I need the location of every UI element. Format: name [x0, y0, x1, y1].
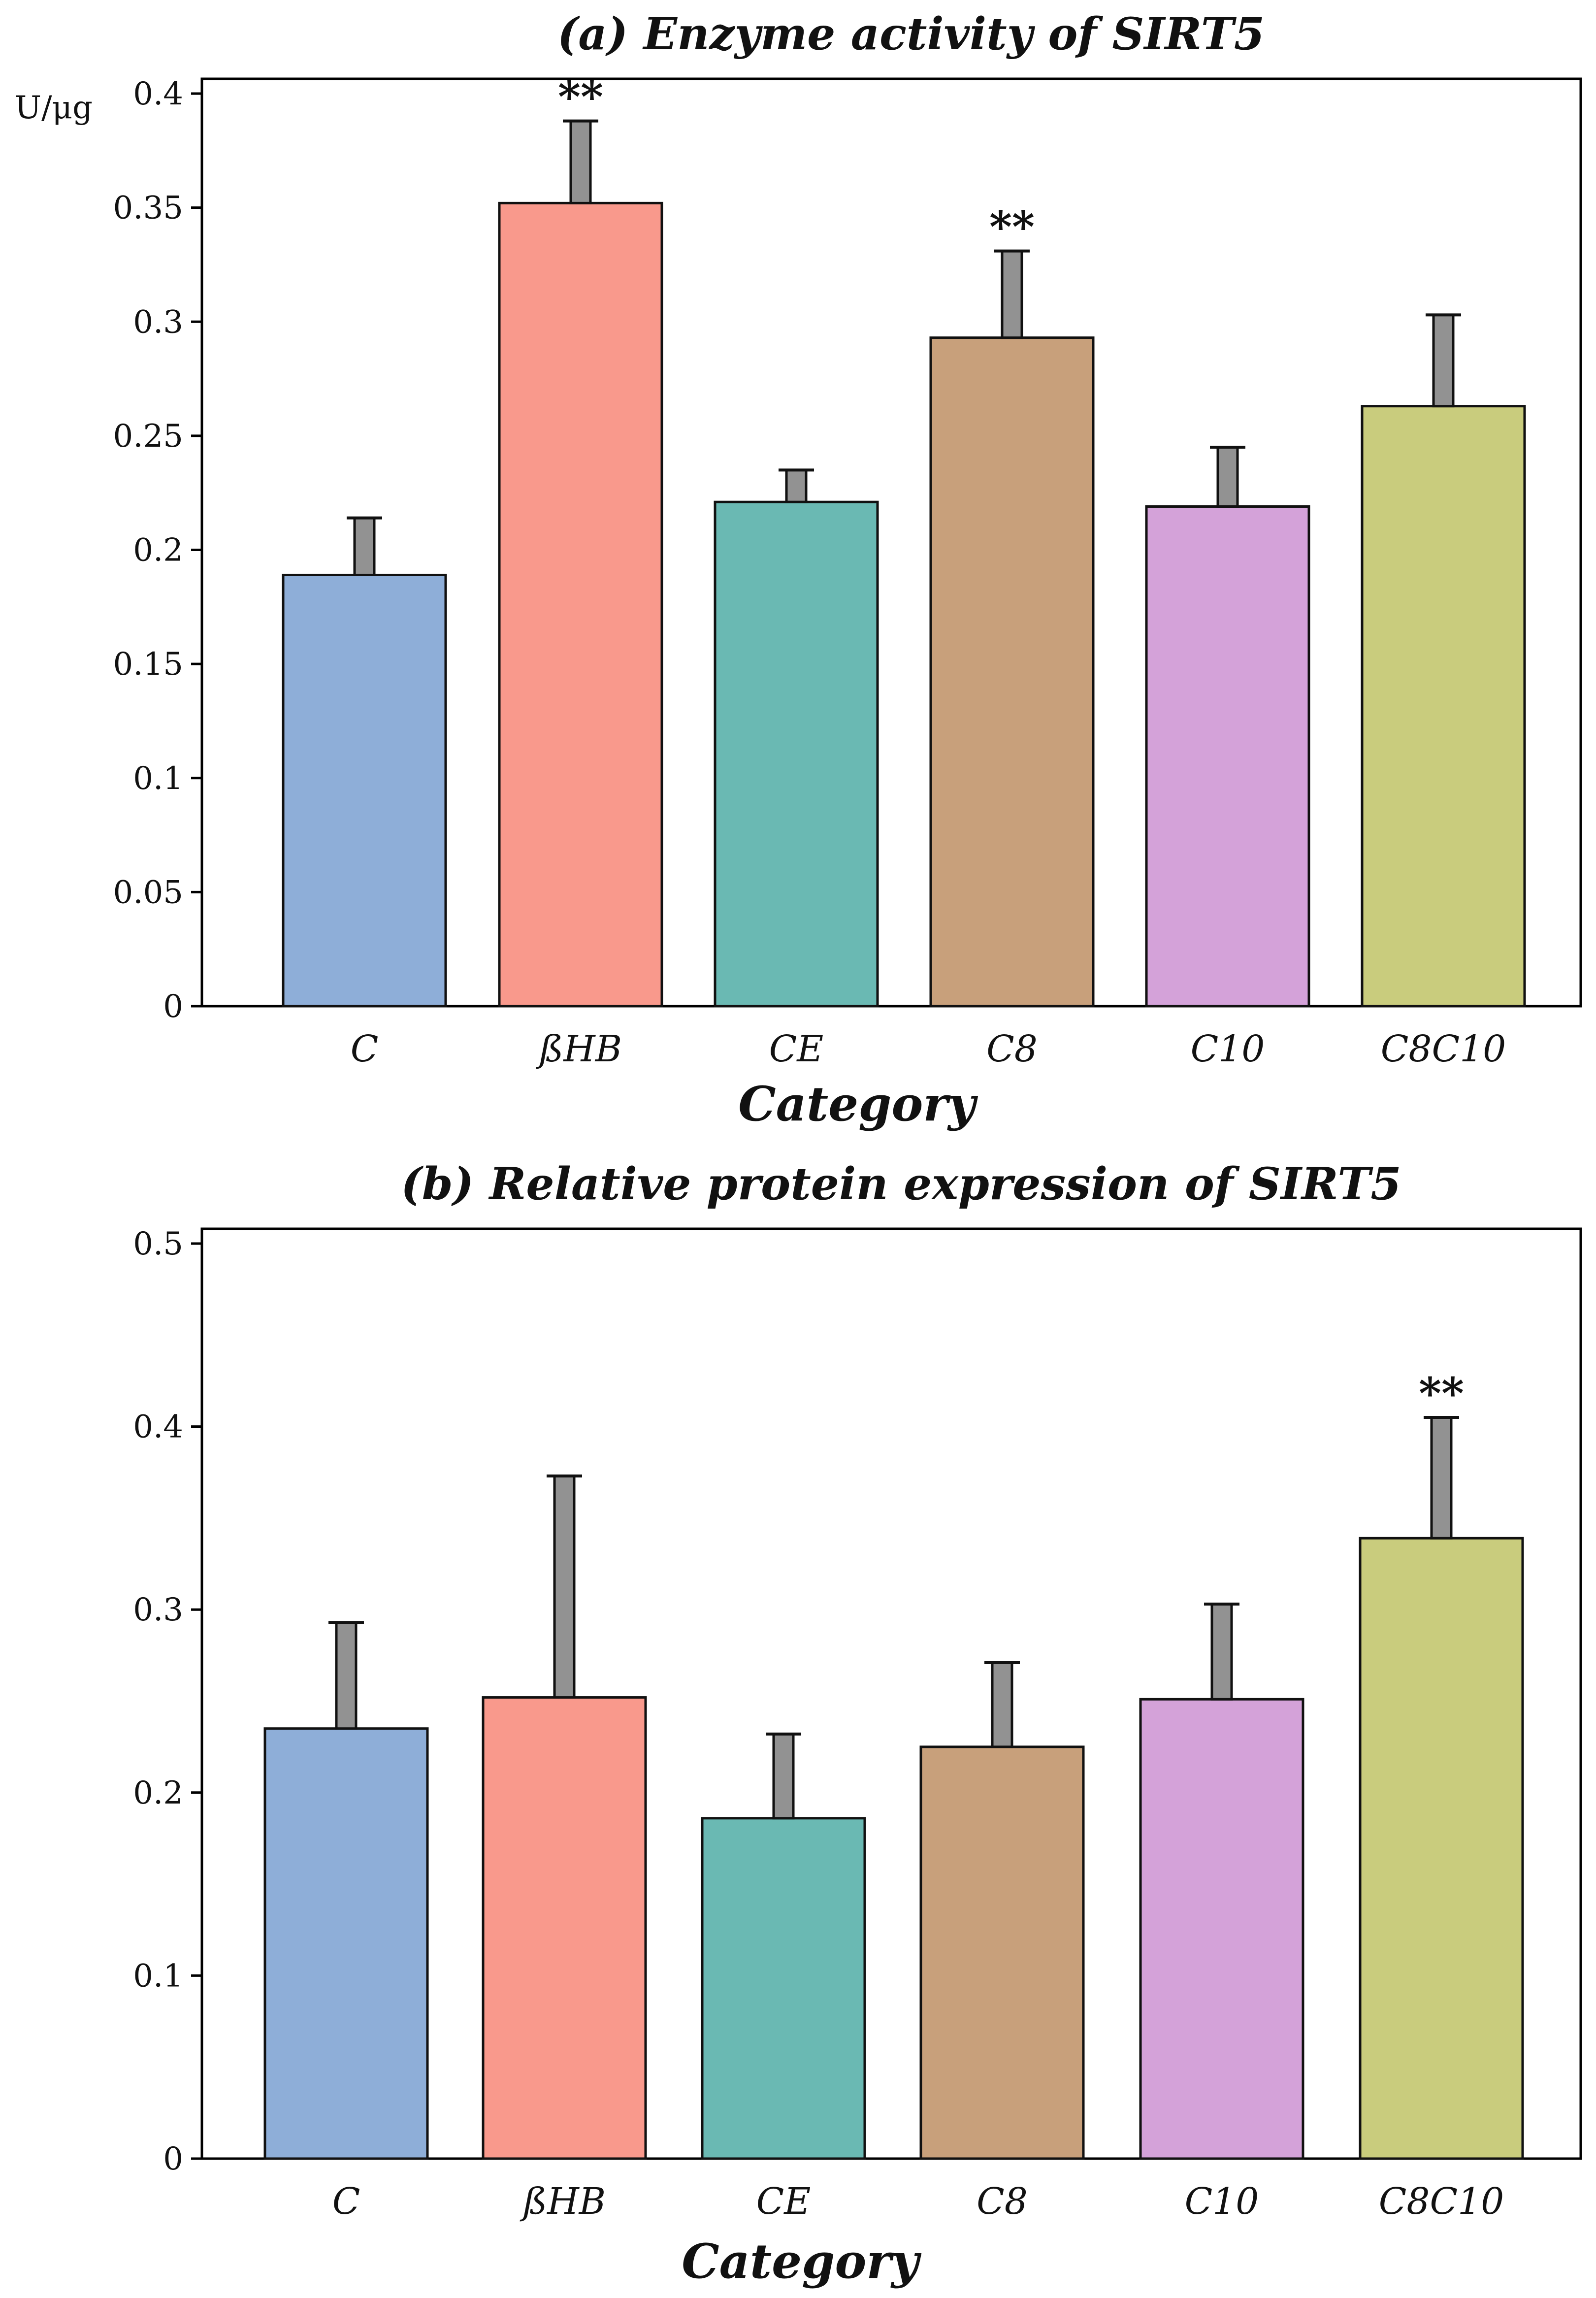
significance-marker: ** [989, 201, 1035, 253]
bar-C8 [929, 336, 1095, 1008]
bars [263, 1537, 1524, 2160]
error-bars [347, 119, 1461, 576]
y-tick-label: 0.25 [113, 418, 184, 455]
panel-a-enzyme-activity: (a) Enzyme activity of SIRT5 U/μg 00.050… [15, 8, 1582, 1132]
y-tick-label: 0 [163, 988, 183, 1025]
x-category-label: CE [756, 2180, 811, 2223]
error-bar [991, 1661, 1013, 1748]
error-bar [353, 517, 376, 576]
bar-ßHB [482, 1696, 647, 2160]
y-tick-label: 0.15 [113, 646, 184, 683]
significance-markers: ** [1419, 1368, 1464, 1419]
bar-C [282, 573, 447, 1008]
x-category-label: C [332, 2180, 360, 2223]
error-bar [335, 1621, 358, 1730]
bar-CE [701, 1817, 866, 2160]
y-tick-label: 0 [163, 2141, 183, 2177]
error-bar [1216, 446, 1239, 508]
x-category-label: ßHB [536, 1028, 622, 1070]
bar-C10 [1139, 1698, 1304, 2160]
x-category-label: C10 [1191, 1028, 1265, 1070]
bar-CE [714, 500, 879, 1008]
error-bar [1432, 313, 1455, 408]
bar-C8 [919, 1745, 1085, 2160]
bar-C [263, 1727, 429, 2160]
error-bar [785, 468, 808, 503]
y-tick-label: 0.1 [133, 1958, 183, 1994]
y-tick-label: 0.05 [113, 874, 184, 911]
x-category-label: C [351, 1028, 379, 1070]
y-tick-label: 0.4 [133, 76, 183, 112]
x-category-label: C8 [977, 2180, 1028, 2223]
y-tick-label: 0.3 [133, 304, 183, 340]
x-category-label: ßHB [520, 2180, 606, 2223]
x-category-label: C10 [1185, 2180, 1259, 2223]
bar-C8C10 [1361, 405, 1526, 1008]
chart-title: (b) Relative protein expression of SIRT5 [401, 1158, 1401, 1210]
bar-C8C10 [1359, 1537, 1524, 2160]
error-bar [569, 120, 592, 204]
bars [282, 201, 1526, 1008]
significance-marker: ** [1419, 1368, 1464, 1419]
plot-frame [200, 77, 1582, 1008]
error-bar [1430, 1416, 1453, 1540]
bar-C10 [1145, 505, 1310, 1008]
significance-markers: ** ** [558, 71, 1035, 253]
error-bar [772, 1733, 795, 1820]
y-tick-label: 0.4 [133, 1409, 183, 1445]
error-bar [1001, 250, 1023, 339]
panel-b-protein-expression: (b) Relative protein expression of SIRT5… [133, 1158, 1582, 2289]
chart-title: (a) Enzyme activity of SIRT5 [557, 8, 1265, 60]
y-tick-label: 0.35 [113, 190, 184, 227]
y-axis-unit-label: U/μg [15, 90, 93, 126]
y-axis-ticks: 0 0.05 0.1 0.15 0.2 0.25 0.3 0.35 0.4 [113, 76, 202, 1025]
y-tick-label: 0.3 [133, 1592, 183, 1628]
x-axis-title: Category [682, 2233, 922, 2289]
plot-frame [200, 1227, 1582, 2160]
error-bars [328, 1416, 1459, 1820]
y-tick-label: 0.1 [133, 760, 183, 797]
x-category-label: C8C10 [1381, 1028, 1506, 1070]
significance-marker: ** [558, 71, 603, 123]
bar-ßHB [498, 201, 663, 1008]
x-category-label: C8 [986, 1028, 1038, 1070]
error-bar [553, 1475, 576, 1699]
x-category-label: C8C10 [1379, 2180, 1504, 2223]
y-tick-label: 0.5 [133, 1226, 183, 1262]
y-tick-label: 0.2 [133, 1775, 183, 1811]
y-tick-label: 0.2 [133, 532, 183, 569]
error-bar [1210, 1603, 1233, 1701]
x-axis-title: Category [738, 1076, 978, 1132]
y-axis-ticks: 0 0.1 0.2 0.3 0.4 0.5 [133, 1226, 202, 2177]
x-category-label: CE [769, 1028, 824, 1070]
